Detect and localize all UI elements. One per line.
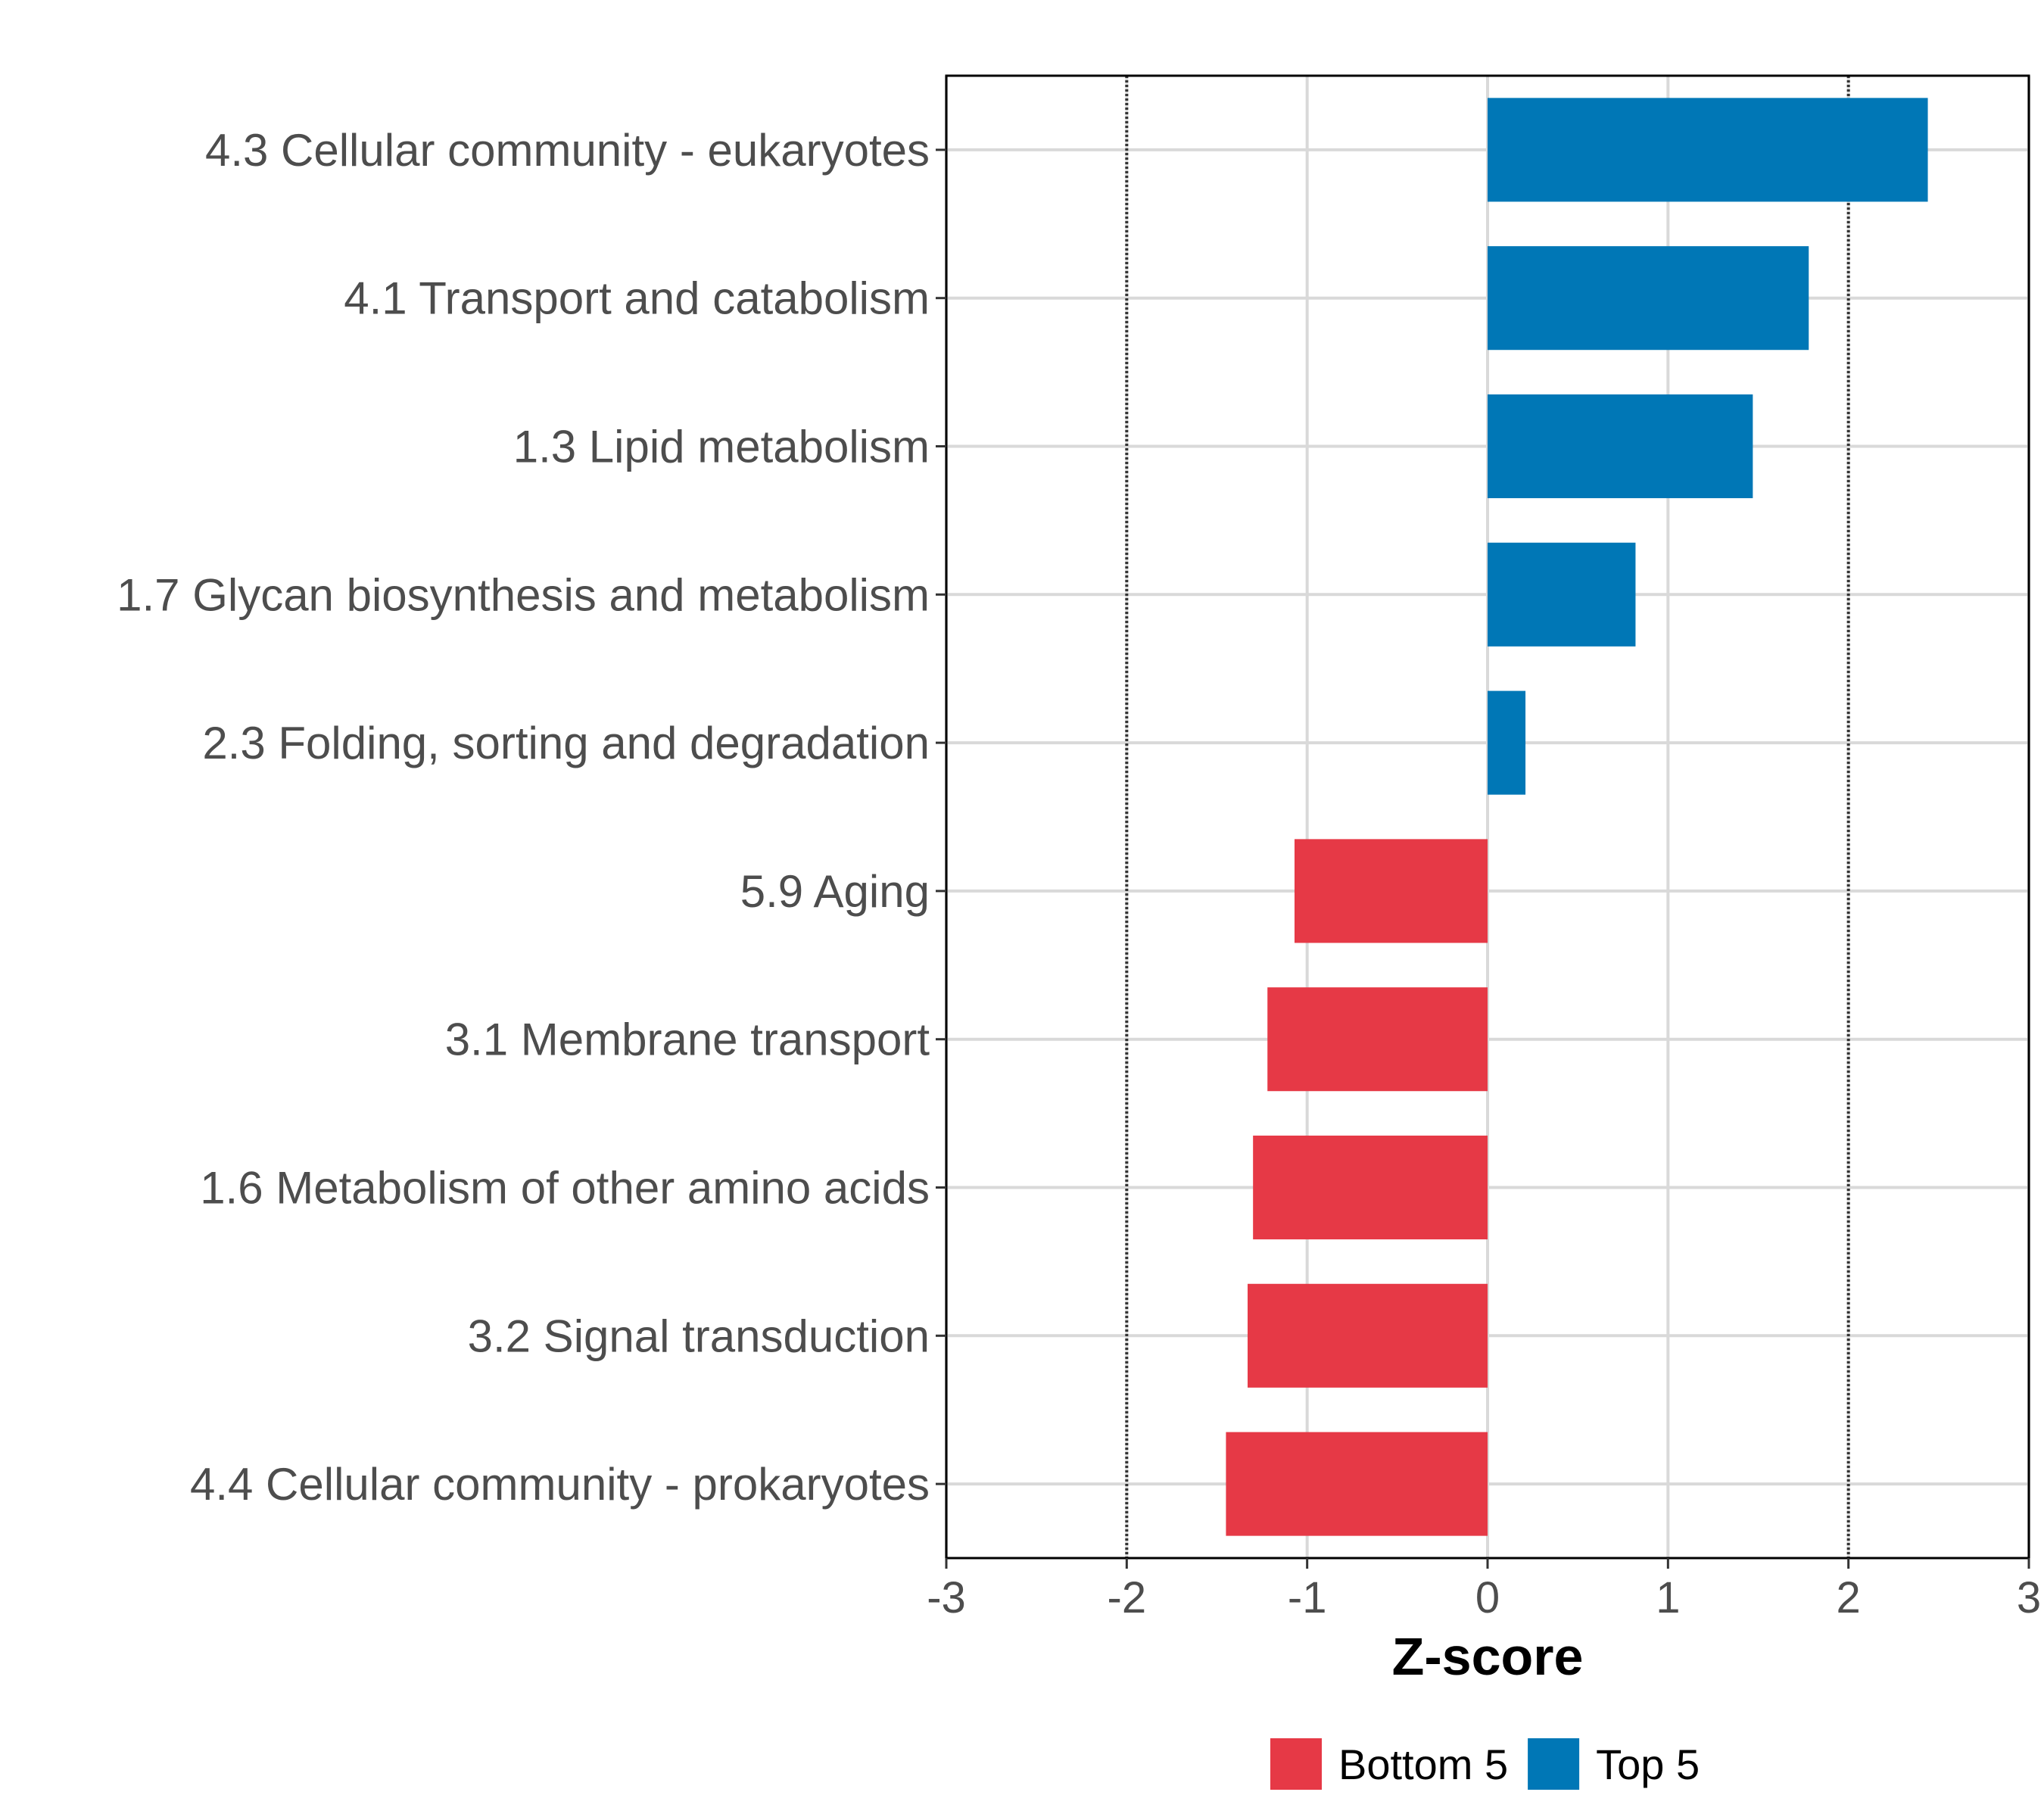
x-axis-title: Z-score bbox=[1392, 1627, 1584, 1686]
x-axis: -3 -2 -1 0 1 2 3 bbox=[927, 1558, 2041, 1622]
category-label: 1.6 Metabolism of other amino acids bbox=[200, 1163, 930, 1214]
category-label: 3.1 Membrane transport bbox=[445, 1014, 930, 1065]
category-label: 3.2 Signal transduction bbox=[468, 1311, 930, 1361]
category-label: 4.1 Transport and catabolism bbox=[344, 273, 930, 324]
category-label: 4.4 Cellular community - prokaryotes bbox=[190, 1459, 930, 1510]
category-label: 2.3 Folding, sorting and degradation bbox=[202, 718, 930, 768]
x-tick-label: 0 bbox=[1475, 1573, 1500, 1622]
bar bbox=[1253, 1135, 1488, 1240]
bar bbox=[1488, 690, 1526, 795]
bar bbox=[1488, 394, 1753, 499]
legend-label: Bottom 5 bbox=[1338, 1741, 1508, 1788]
y-axis: 4.3 Cellular community - eukaryotes 4.1 T… bbox=[117, 125, 946, 1510]
bar bbox=[1294, 839, 1488, 943]
bar bbox=[1248, 1283, 1488, 1388]
category-label: 5.9 Aging bbox=[740, 866, 930, 917]
bar bbox=[1267, 987, 1488, 1092]
category-label: 1.3 Lipid metabolism bbox=[513, 422, 930, 472]
legend-swatch bbox=[1528, 1738, 1580, 1790]
legend-swatch bbox=[1270, 1738, 1322, 1790]
x-tick-label: 1 bbox=[1656, 1573, 1680, 1622]
category-label: 1.7 Glycan biosynthesis and metabolism bbox=[117, 569, 930, 620]
x-tick-label: 2 bbox=[1837, 1573, 1861, 1622]
legend: Bottom 5 Top 5 bbox=[1270, 1738, 1700, 1790]
reference-lines bbox=[1125, 76, 1850, 1558]
x-tick-label: -2 bbox=[1108, 1573, 1147, 1622]
bar bbox=[1488, 542, 1636, 647]
category-label: 4.3 Cellular community - eukaryotes bbox=[205, 125, 930, 176]
x-tick-label: 3 bbox=[2017, 1573, 2041, 1622]
bars bbox=[1226, 98, 1928, 1536]
bar bbox=[1488, 246, 1809, 351]
bar bbox=[1488, 98, 1928, 202]
legend-label: Top 5 bbox=[1596, 1741, 1700, 1788]
x-tick-label: -3 bbox=[927, 1573, 966, 1622]
x-tick-label: -1 bbox=[1288, 1573, 1327, 1622]
bar bbox=[1226, 1432, 1488, 1536]
